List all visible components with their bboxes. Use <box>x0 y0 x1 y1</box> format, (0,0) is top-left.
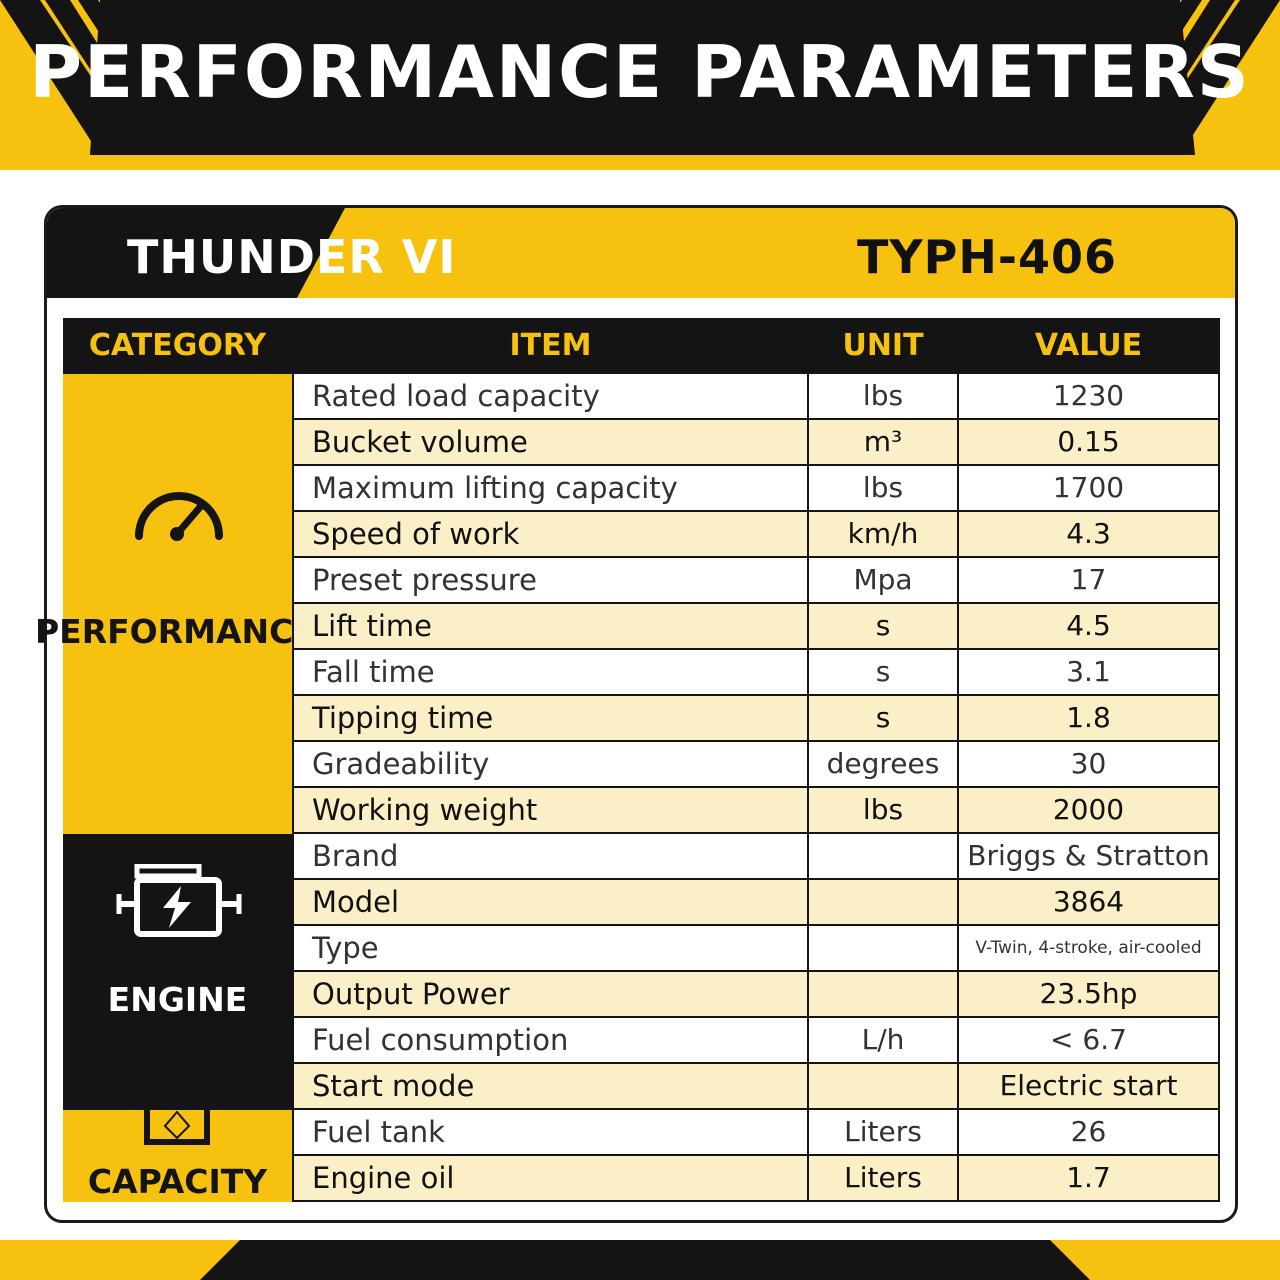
row-item: Bucket volume <box>294 420 807 464</box>
table-row: Rated load capacity lbs 1230 <box>294 374 1218 418</box>
row-unit: Liters <box>809 1110 957 1154</box>
footer-strip <box>0 1240 1280 1280</box>
row-value: 2000 <box>959 788 1218 832</box>
row-item: Start mode <box>294 1064 807 1108</box>
row-unit: Mpa <box>809 558 957 602</box>
row-value: Briggs & Stratton <box>959 834 1218 878</box>
row-item: Fuel consumption <box>294 1018 807 1062</box>
row-unit: km/h <box>809 512 957 556</box>
table-row: Fuel consumption L/h < 6.7 <box>294 1018 1218 1062</box>
row-unit <box>809 926 957 970</box>
engine-icon <box>116 864 242 937</box>
row-value: 23.5hp <box>959 972 1218 1016</box>
table-row: Engine oil Liters 1.7 <box>294 1156 1218 1200</box>
table-row: Bucket volume m³ 0.15 <box>294 420 1218 464</box>
header-item: ITEM <box>509 328 592 363</box>
model-code: TYPH-406 <box>856 230 1117 284</box>
row-item: Model <box>294 880 807 924</box>
row-value: < 6.7 <box>959 1018 1218 1062</box>
table-header: CATEGORY ITEM UNIT VALUE <box>63 318 1220 374</box>
row-value: 1230 <box>959 374 1218 418</box>
table-row: Fuel tank Liters 26 <box>294 1110 1218 1154</box>
row-item: Rated load capacity <box>294 374 807 418</box>
footer-background <box>200 1240 1090 1280</box>
model-name: THUNDER VI <box>127 230 457 284</box>
row-value: 17 <box>959 558 1218 602</box>
category-engine: ENGINE <box>63 834 292 1110</box>
row-item: Output Power <box>294 972 807 1016</box>
row-value: 3864 <box>959 880 1218 924</box>
row-unit: m³ <box>809 420 957 464</box>
row-item: Preset pressure <box>294 558 807 602</box>
category-capacity: CAPACITY <box>63 1110 292 1202</box>
table-row: Speed of work km/h 4.3 <box>294 512 1218 556</box>
row-item: Type <box>294 926 807 970</box>
row-item: Speed of work <box>294 512 807 556</box>
row-item: Gradeability <box>294 742 807 786</box>
row-value: 4.5 <box>959 604 1218 648</box>
row-item: Fall time <box>294 650 807 694</box>
table-row: Model 3864 <box>294 880 1218 924</box>
category-label-capacity: CAPACITY <box>87 1162 268 1201</box>
table-row: Gradeability degrees 30 <box>294 742 1218 786</box>
row-value: 0.15 <box>959 420 1218 464</box>
category-label-performance: PERFORMANCE <box>35 612 316 651</box>
row-item: Maximum lifting capacity <box>294 466 807 510</box>
row-unit: lbs <box>809 374 957 418</box>
row-value: 1700 <box>959 466 1218 510</box>
row-value: Electric start <box>959 1064 1218 1108</box>
row-item: Brand <box>294 834 807 878</box>
row-unit <box>809 972 957 1016</box>
row-value: 1.8 <box>959 696 1218 740</box>
table-row: Start mode Electric start <box>294 1064 1218 1108</box>
row-value: V-Twin, 4-stroke, air-cooled <box>959 926 1218 970</box>
row-unit <box>809 834 957 878</box>
header-value: VALUE <box>1034 328 1143 363</box>
row-item: Engine oil <box>294 1156 807 1200</box>
table-row: Maximum lifting capacity lbs 1700 <box>294 466 1218 510</box>
row-item: Lift time <box>294 604 807 648</box>
table-row: Fall time s 3.1 <box>294 650 1218 694</box>
row-unit: degrees <box>809 742 957 786</box>
header-banner: PERFORMANCE PARAMETERS <box>0 0 1280 175</box>
banner-background <box>0 0 1280 155</box>
banner-divider <box>0 170 1280 175</box>
row-unit: L/h <box>809 1018 957 1062</box>
header-unit: UNIT <box>842 328 924 363</box>
row-value: 26 <box>959 1110 1218 1154</box>
row-unit: lbs <box>809 466 957 510</box>
tank-icon <box>144 1110 210 1145</box>
row-value: 30 <box>959 742 1218 786</box>
page-title: PERFORMANCE PARAMETERS <box>29 30 1251 114</box>
row-unit: s <box>809 604 957 648</box>
row-value: 1.7 <box>959 1156 1218 1200</box>
row-unit: Liters <box>809 1156 957 1200</box>
card-header-background <box>47 208 1235 298</box>
table-row: Tipping time s 1.8 <box>294 696 1218 740</box>
header-category: CATEGORY <box>88 328 267 363</box>
gauge-icon <box>135 492 223 541</box>
row-value: 3.1 <box>959 650 1218 694</box>
row-item: Fuel tank <box>294 1110 807 1154</box>
row-unit: s <box>809 650 957 694</box>
card-header: THUNDER VI TYPH-406 <box>47 208 1235 298</box>
table-row: Type V-Twin, 4-stroke, air-cooled <box>294 926 1218 970</box>
table-row: Preset pressure Mpa 17 <box>294 558 1218 602</box>
table-row: Lift time s 4.5 <box>294 604 1218 648</box>
category-label-engine: ENGINE <box>107 980 248 1019</box>
table-row: Output Power 23.5hp <box>294 972 1218 1016</box>
table-row: Brand Briggs & Stratton <box>294 834 1218 878</box>
table-row: Working weight lbs 2000 <box>294 788 1218 832</box>
category-performance: PERFORMANCE <box>35 374 316 834</box>
row-item: Working weight <box>294 788 807 832</box>
row-value: 4.3 <box>959 512 1218 556</box>
spec-table: CATEGORY ITEM UNIT VALUE PERFORMANCE ENG… <box>35 318 1220 1202</box>
row-unit <box>809 1064 957 1108</box>
row-unit <box>809 880 957 924</box>
row-unit: lbs <box>809 788 957 832</box>
row-item: Tipping time <box>294 696 807 740</box>
row-unit: s <box>809 696 957 740</box>
